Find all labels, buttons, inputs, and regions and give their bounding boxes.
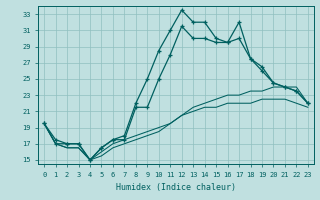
X-axis label: Humidex (Indice chaleur): Humidex (Indice chaleur) [116, 183, 236, 192]
